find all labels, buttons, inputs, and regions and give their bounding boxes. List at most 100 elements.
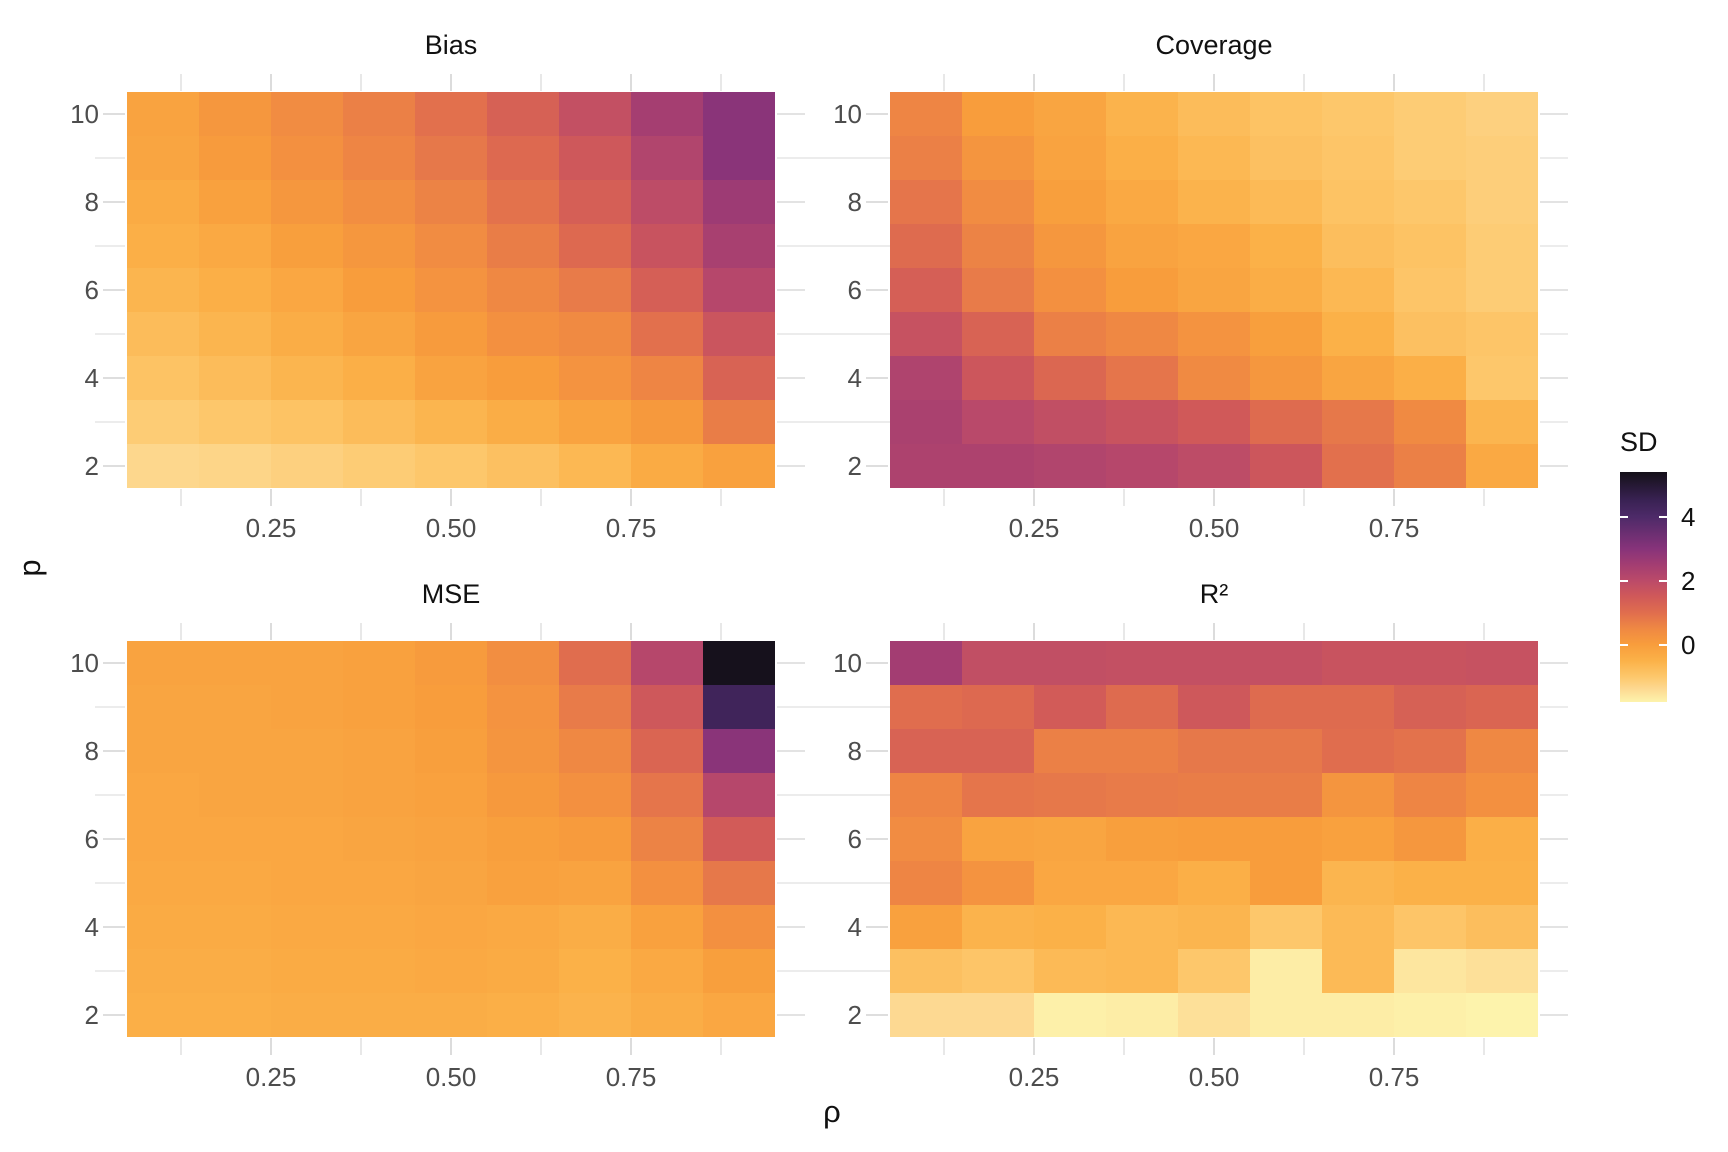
heatmap-cell xyxy=(271,180,343,224)
y-minor-dash xyxy=(95,332,125,335)
heatmap-cell xyxy=(1178,949,1250,993)
heatmap-cell xyxy=(1178,400,1250,444)
heatmap-cell xyxy=(703,817,775,861)
heatmap-cell xyxy=(271,685,343,729)
heatmap-cell xyxy=(1106,312,1178,356)
heatmap-cell xyxy=(1178,268,1250,312)
y-tick-dash xyxy=(866,464,888,467)
heatmap-cell xyxy=(1178,180,1250,224)
y-minor-dash xyxy=(777,157,890,159)
legend-tick-mark xyxy=(1620,643,1628,646)
heatmap-cell xyxy=(1250,312,1322,356)
heatmap-cell xyxy=(1106,817,1178,861)
heatmap-cell xyxy=(127,817,199,861)
heatmap-cell xyxy=(1034,180,1106,224)
heatmap-cell xyxy=(127,729,199,773)
heatmap-cell xyxy=(487,641,559,685)
heatmap-cell xyxy=(559,224,631,268)
heatmap-cell xyxy=(127,641,199,685)
heatmap-cell xyxy=(962,817,1034,861)
y-tick-dash xyxy=(103,289,125,291)
heatmap-cell xyxy=(415,905,487,949)
y-tick-label: 6 xyxy=(84,275,99,305)
y-tick-label: 4 xyxy=(847,362,862,393)
heatmap-cell xyxy=(127,685,199,729)
heatmap-cell xyxy=(890,861,962,905)
heatmap-cell xyxy=(1034,400,1106,444)
heatmap-cell xyxy=(631,685,703,729)
heatmap-cell xyxy=(703,993,775,1037)
heatmap-cell xyxy=(343,685,415,729)
legend-tick-mark xyxy=(1659,643,1667,646)
y-tick-label: 2 xyxy=(84,999,99,1030)
heatmap-cell xyxy=(343,268,415,312)
heatmap-cell xyxy=(1394,180,1466,224)
heatmap-cell xyxy=(962,905,1034,949)
y-tick-label: 6 xyxy=(847,275,862,305)
heatmap-cell xyxy=(631,400,703,444)
heatmap-cell xyxy=(343,136,415,180)
heatmap-cell xyxy=(1178,905,1250,949)
heatmap-cell xyxy=(1322,729,1394,773)
heatmap-cell xyxy=(631,729,703,773)
heatmap-cell xyxy=(487,949,559,993)
y-tick-dash xyxy=(777,838,805,840)
heatmap-cell xyxy=(1178,92,1250,136)
x-tick-stub xyxy=(1032,74,1035,91)
heatmap-cell xyxy=(559,861,631,905)
heatmap-cell xyxy=(1394,136,1466,180)
heatmap-cell xyxy=(1466,949,1538,993)
heatmap-cell xyxy=(199,268,271,312)
heatmap-cell xyxy=(559,949,631,993)
heatmap-cell xyxy=(127,268,199,312)
heatmap-cell xyxy=(631,444,703,488)
legend-tick-mark xyxy=(1620,579,1628,582)
y-tick-label: 4 xyxy=(84,911,99,942)
heatmap-cell xyxy=(890,92,962,136)
heatmap-cell xyxy=(487,224,559,268)
heatmap-cell xyxy=(343,444,415,488)
legend-colorbar xyxy=(1620,472,1667,702)
heatmap-cell xyxy=(1322,641,1394,685)
panel-title-bias: Bias xyxy=(424,30,478,60)
heatmap-cell xyxy=(890,400,962,444)
legend-tick-label: 4 xyxy=(1681,501,1696,532)
heatmap-cell xyxy=(1394,949,1466,993)
heatmap-cell xyxy=(703,905,775,949)
heatmap-cell xyxy=(1250,180,1322,224)
heatmap-cell xyxy=(703,224,775,268)
x-tick-stub xyxy=(450,623,452,640)
heatmap-cell xyxy=(890,641,962,685)
heatmap-cell xyxy=(962,641,1034,685)
heatmap-cell xyxy=(1466,993,1538,1037)
heatmap-cell xyxy=(1106,773,1178,817)
heatmap-cell xyxy=(487,180,559,224)
y-tick-label: 8 xyxy=(847,736,862,766)
heatmap-cell xyxy=(1034,224,1106,268)
heatmap-cell xyxy=(343,400,415,444)
heatmap-cell xyxy=(271,312,343,356)
y-tick-label: 8 xyxy=(847,187,862,217)
heatmap-cell xyxy=(1034,817,1106,861)
heatmap-cell xyxy=(487,729,559,773)
heatmap-cell xyxy=(1466,905,1538,949)
heatmap-cell xyxy=(890,224,962,268)
x-tick-stub xyxy=(269,74,272,91)
x-tick-stub xyxy=(630,74,632,91)
heatmap-cell xyxy=(1466,312,1538,356)
heatmap-cell xyxy=(127,773,199,817)
heatmap-cell xyxy=(1466,268,1538,312)
y-tick-label: 10 xyxy=(70,648,99,679)
heatmap-cell xyxy=(962,268,1034,312)
heatmap-cell xyxy=(1394,444,1466,488)
heatmap-cell xyxy=(890,444,962,488)
heatmap-cell xyxy=(962,400,1034,444)
heatmap-cell xyxy=(415,993,487,1037)
heatmap-cell xyxy=(1394,400,1466,444)
y-tick-label: 8 xyxy=(84,187,99,217)
heatmap-cell xyxy=(199,993,271,1037)
x-tick-stub xyxy=(1483,489,1486,506)
heatmap-cell xyxy=(962,861,1034,905)
heatmap-cell xyxy=(1250,817,1322,861)
